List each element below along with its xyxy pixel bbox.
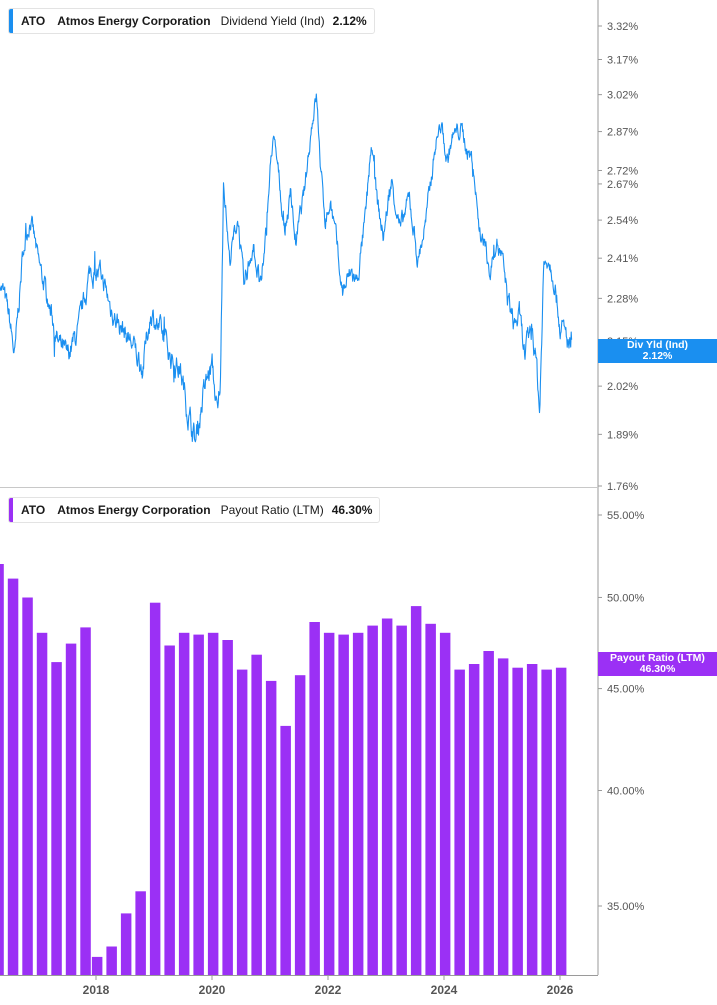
payout-bar [497,658,509,975]
y-tick-label: 2.02% [607,381,638,393]
payout-bar [0,564,4,975]
y-tick-label: 1.89% [607,429,638,441]
payout-bar [178,632,190,975]
y-tick-label: 3.32% [607,21,638,33]
payout-bar [222,640,233,975]
tag-value: 46.30% [639,663,676,675]
payout-bar [294,675,306,975]
payout-bar [280,725,291,975]
payout-bar [541,669,552,975]
payout-bar [91,956,103,975]
x-tick-label: 2024 [431,983,458,997]
payout-bar [265,680,277,975]
x-tick-label: 2026 [547,983,574,997]
y-tick-label: 2.87% [607,127,638,139]
payout-bar [149,602,161,975]
current-value-tag-dividend-yield: Div Yld (Ind) 2.12% [598,339,717,363]
payout-bar [338,634,349,975]
y-tick-label: 40.00% [607,785,645,797]
payout-bar [439,632,451,975]
payout-bar [251,654,262,975]
payout-bar [352,632,364,975]
payout-bar [164,645,175,975]
y-tick-label: 3.17% [607,55,638,67]
legend-company: Atmos Energy Corporation [57,503,211,517]
payout-bar [106,946,117,975]
payout-bar [120,913,132,975]
payout-bar [512,667,523,975]
legend-company: Atmos Energy Corporation [57,14,211,28]
payout-bar [135,891,146,975]
y-tick-label: 3.02% [607,90,638,102]
payout-bar [51,662,62,975]
y-tick-label: 2.28% [607,293,638,305]
legend-value: 46.30% [331,503,373,517]
y-tick-label: 55.00% [607,510,645,522]
x-tick-label: 2022 [315,983,342,997]
payout-bar [193,634,204,975]
legend-metric: Dividend Yield (Ind) [220,14,325,28]
tag-label: Div Yld (Ind) [626,339,689,351]
payout-bar [468,664,480,975]
payout-bar [65,643,77,975]
payout-ratio-plot [0,564,567,975]
y-tick-label: 2.72% [607,165,638,177]
y-tick-label: 2.41% [607,253,638,265]
payout-bar [236,669,248,975]
y-tick-label: 45.00% [607,684,645,696]
y-tick-label: 2.67% [607,179,638,191]
payout-bar [7,578,19,975]
payout-bar [425,623,436,975]
tag-label: Payout Ratio (LTM) [610,652,705,664]
payout-bar [381,618,393,975]
x-axis: 2018 2020 2022 2024 2026 [0,975,598,997]
payout-bar [454,669,465,975]
payout-bar [555,667,567,975]
payout-bar [483,651,494,975]
y-tick-label: 35.00% [607,901,645,913]
payout-bar [396,625,407,975]
legend-metric: Payout Ratio (LTM) [220,503,324,517]
payout-bar [323,632,335,975]
dividend-yield-line [0,93,573,443]
legend-ticker: ATO [21,14,46,28]
dividend-yield-plot [0,93,573,443]
payout-bar [309,622,320,975]
payout-bar [207,632,219,975]
y-tick-label: 2.54% [607,215,638,227]
payout-bar [526,664,538,975]
legend-value: 2.12% [332,14,367,28]
legend-dividend-yield[interactable]: ATO Atmos Energy Corporation Dividend Yi… [8,8,375,34]
tag-value: 2.12% [642,350,673,362]
x-tick-label: 2020 [199,983,226,997]
current-value-tag-payout-ratio: Payout Ratio (LTM) 46.30% [598,652,717,676]
legend-ticker: ATO [21,503,46,517]
y-tick-label: 1.76% [607,481,638,493]
payout-bar [410,606,422,975]
x-tick-label: 2018 [83,983,110,997]
payout-bar [22,597,33,975]
y-tick-label: 50.00% [607,592,645,604]
payout-bar [80,627,91,975]
payout-bar [36,632,48,975]
legend-swatch [9,498,13,522]
payout-ratio-axis: 35.00% 40.00% 45.00% 50.00% 55.00% [598,510,645,913]
payout-bar [367,625,378,975]
legend-swatch [9,9,13,33]
legend-payout-ratio[interactable]: ATO Atmos Energy Corporation Payout Rati… [8,497,381,523]
